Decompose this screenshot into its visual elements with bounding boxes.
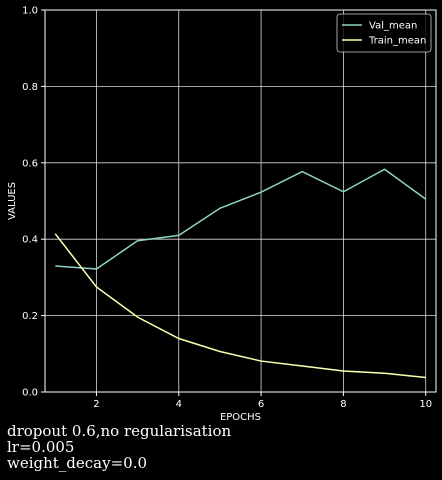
legend: Val_mean Train_mean: [336, 13, 432, 53]
legend-label: Val_mean: [369, 21, 417, 32]
y-tick-label: 0.6: [22, 158, 38, 169]
y-axis-label: VALUES: [7, 182, 18, 220]
x-tick-label: 10: [419, 399, 432, 410]
y-tick-label: 0.0: [22, 388, 38, 399]
caption: dropout 0.6,no regularisation lr=0.005 w…: [7, 423, 231, 471]
caption-line-1: dropout 0.6,no regularisation: [7, 422, 232, 440]
legend-label: Train_mean: [368, 36, 426, 47]
legend-box: [336, 13, 432, 53]
chart: 0.00.20.40.60.81.0 2 4 6 8 10 EPOCHS VALUES …: [7, 6, 437, 420]
plot-frame: [44, 9, 437, 393]
x-tick-label: 8: [340, 399, 346, 410]
y-axis-ticks: 0.0 0.2 0.4 0.6 0.8 1.0: [22, 6, 45, 399]
y-tick-label: 0.4: [22, 235, 38, 246]
y-tick-label: 0.2: [22, 311, 38, 322]
series-line-train-mean: [54, 233, 426, 379]
x-tick-label: 2: [93, 399, 99, 410]
x-axis-ticks: 2 4 6 8 10: [93, 392, 432, 410]
y-tick-label: 1.0: [22, 6, 38, 17]
series-line-val-mean: [55, 168, 427, 270]
y-tick-label: 0.8: [22, 82, 38, 93]
caption-line-2: lr=0.005: [7, 438, 75, 456]
series-lines: [54, 168, 427, 379]
x-axis-label: EPOCHS: [220, 412, 261, 420]
x-tick-label: 6: [258, 399, 264, 410]
caption-line-3: weight_decay=0.0: [7, 454, 148, 472]
x-tick-label: 4: [176, 399, 182, 410]
